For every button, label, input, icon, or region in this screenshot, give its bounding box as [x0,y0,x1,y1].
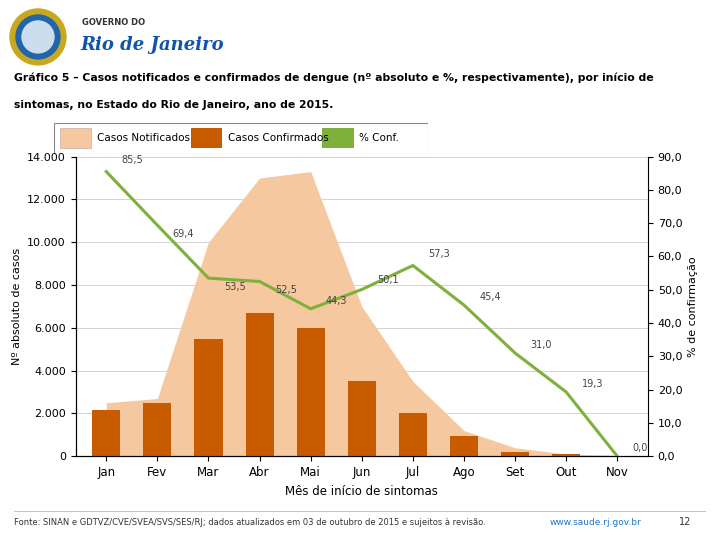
Text: Dengue 2015: Dengue 2015 [523,25,710,49]
Text: Rio de Janeiro: Rio de Janeiro [80,36,224,54]
Text: 53,5: 53,5 [224,282,246,292]
Text: 85,5: 85,5 [122,156,143,165]
Bar [0,0,180,73]
Bar [501,452,529,456]
Text: 52,5: 52,5 [275,285,297,295]
Text: 50,1: 50,1 [377,275,399,285]
X-axis label: Mês de início de sintomas: Mês de início de sintomas [285,484,438,497]
Text: 19,3: 19,3 [582,379,603,389]
Text: GOVERNO DO: GOVERNO DO [82,18,145,28]
Y-axis label: % de confirmação: % de confirmação [688,256,698,357]
Text: % Conf.: % Conf. [359,133,399,143]
Bar [246,313,274,456]
Bar [143,403,171,456]
Text: Casos Confirmados: Casos Confirmados [228,133,329,143]
Bar [399,414,427,456]
Bar [194,339,222,456]
Bar [552,454,580,456]
Y-axis label: Nº absoluto de casos: Nº absoluto de casos [12,248,22,365]
Bar [191,128,222,148]
Text: 45,4: 45,4 [480,292,501,302]
Bar [297,328,325,456]
Bar [322,128,354,148]
Circle shape [16,15,60,59]
Text: 31,0: 31,0 [531,340,552,350]
Bar [348,381,376,456]
Text: www.saude.rj.gov.br: www.saude.rj.gov.br [550,518,642,526]
Text: 57,3: 57,3 [428,249,450,259]
Circle shape [22,21,54,53]
Text: 12: 12 [680,517,692,527]
Text: Fonte: SINAN e GDTVZ/CVE/SVEA/SVS/SES/RJ; dados atualizados em 03 de outubro de : Fonte: SINAN e GDTVZ/CVE/SVEA/SVS/SES/RJ… [14,518,486,526]
Text: Casos Notificados: Casos Notificados [97,133,190,143]
Text: Gráfico 5 – Casos notificados e confirmados de dengue (nº absoluto e %, respecti: Gráfico 5 – Casos notificados e confirma… [14,73,654,83]
Text: 0,0: 0,0 [633,443,648,453]
Text: 44,3: 44,3 [326,296,348,306]
Bar [60,128,91,148]
Text: 69,4: 69,4 [173,229,194,239]
Bar [450,436,478,456]
Bar [92,410,120,456]
Text: sintomas, no Estado do Rio de Janeiro, ano de 2015.: sintomas, no Estado do Rio de Janeiro, a… [14,99,334,110]
Circle shape [10,9,66,65]
